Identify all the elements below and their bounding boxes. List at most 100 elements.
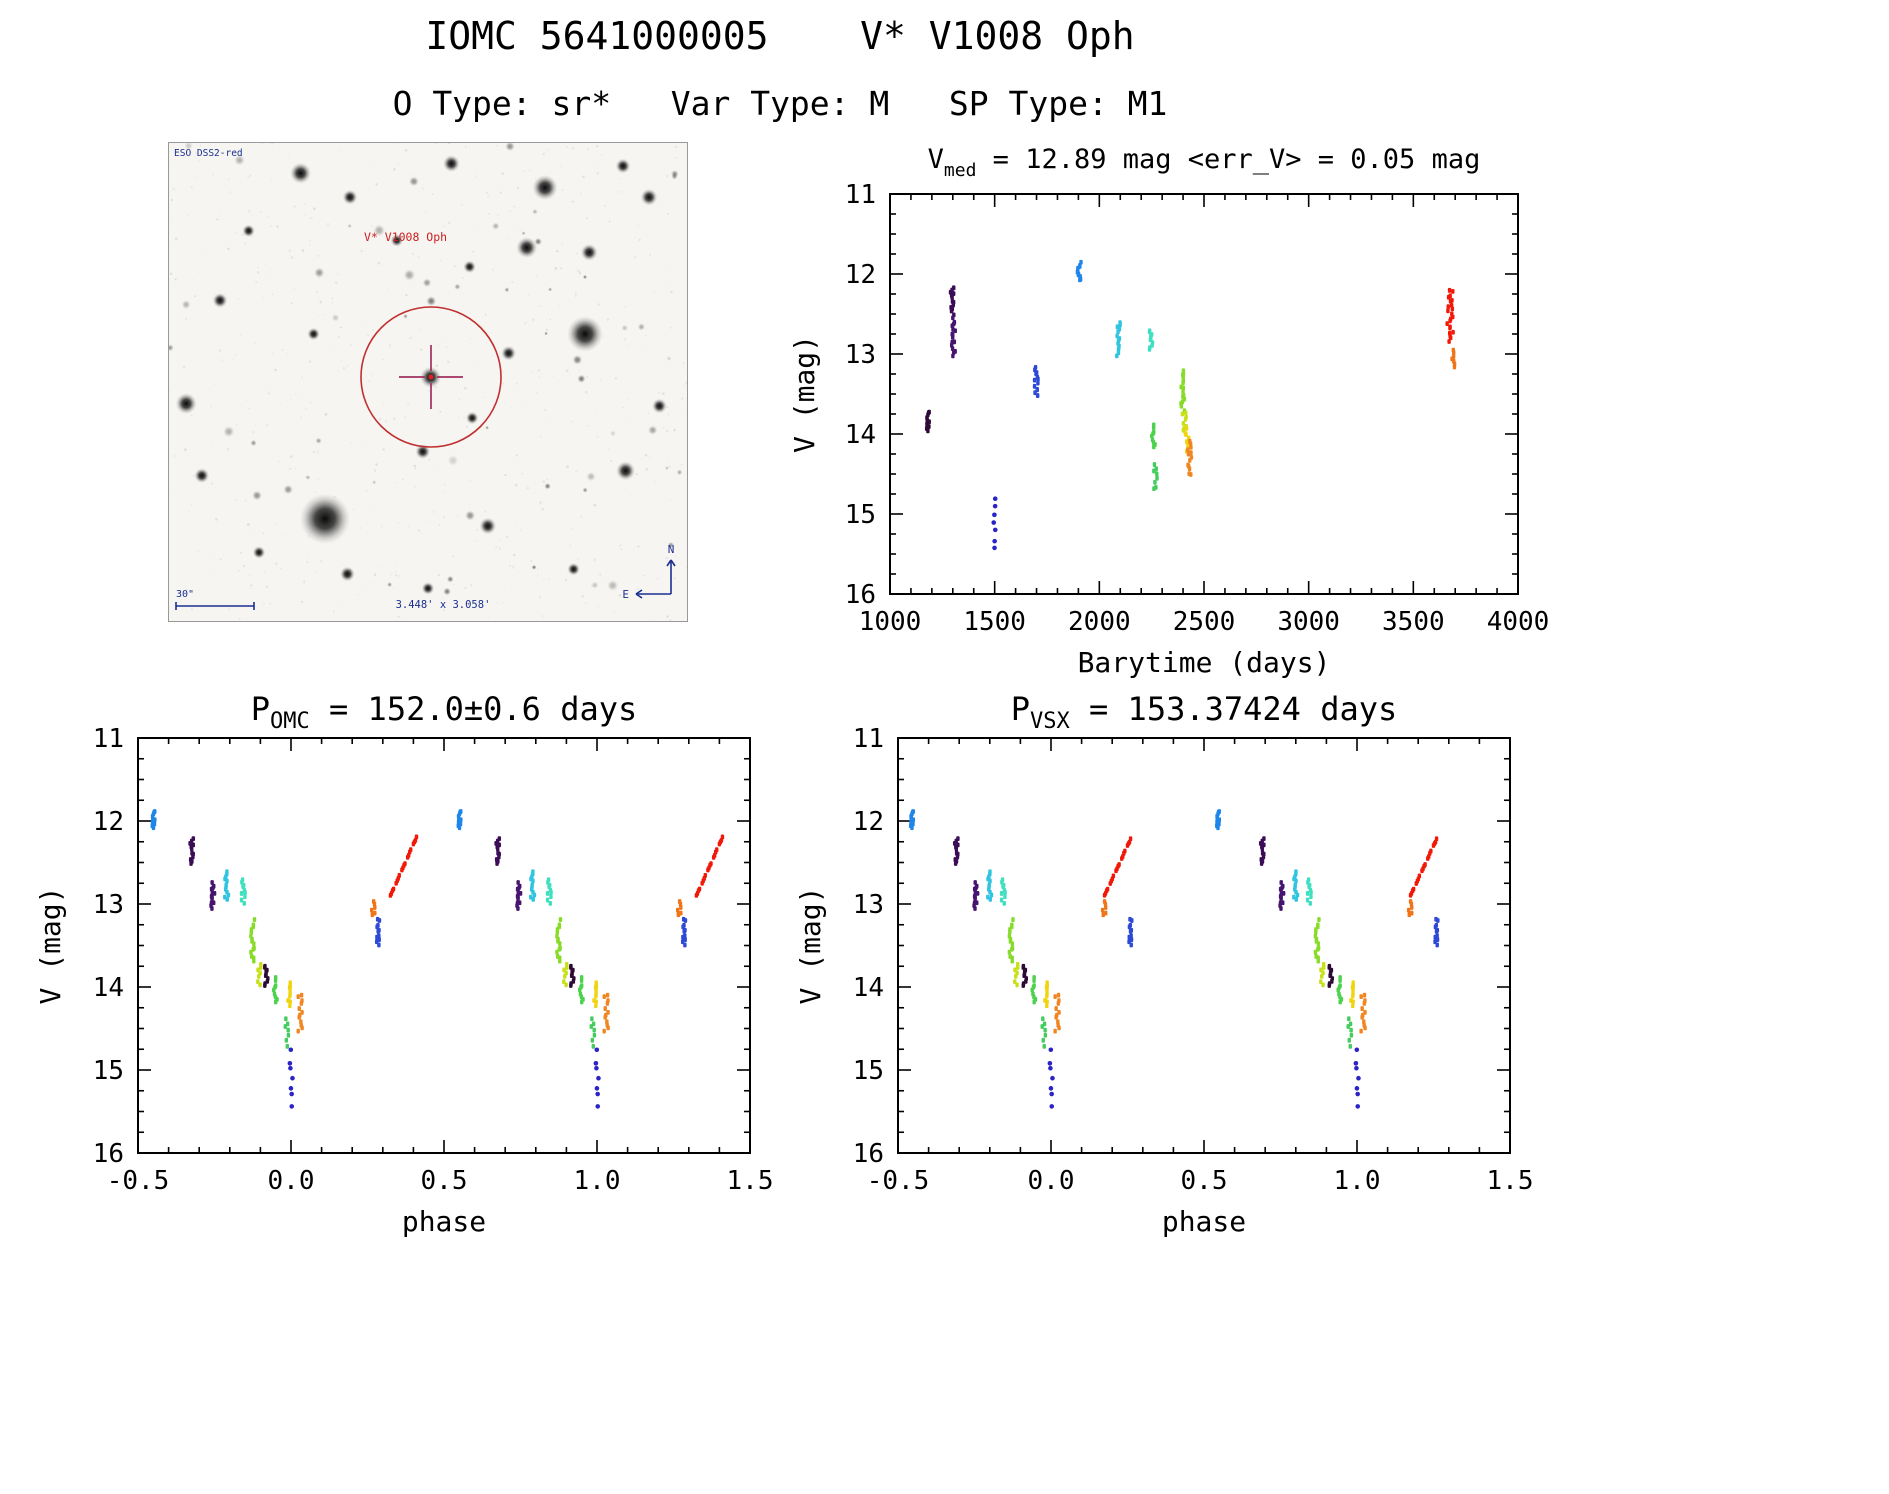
phase_omc-axes: [137, 737, 751, 1154]
phase_vsx-frame: [897, 737, 1511, 1154]
x-tick-label: 2500: [1173, 607, 1236, 637]
x-tick-label: 4000: [1487, 607, 1550, 637]
figure-subtitle: O Type: sr* Var Type: M SP Type: M1: [392, 84, 1168, 123]
y-tick-label: 15: [853, 1056, 884, 1086]
star: [194, 468, 210, 483]
lightcurve-axes: [889, 193, 1519, 595]
star: [212, 293, 228, 308]
compass-north-label: N: [668, 543, 675, 556]
phase_vsx-xlabel: phase: [1162, 1205, 1246, 1238]
target-crosshair-icon: [399, 345, 463, 409]
star: [501, 345, 516, 361]
phase_vsx-axes: [897, 737, 1511, 1154]
scale-label: 30": [176, 589, 194, 600]
star: [516, 237, 538, 259]
y-tick-label: 12: [845, 260, 876, 290]
star: [640, 188, 658, 206]
star: [615, 158, 631, 174]
phase_vsx-data-points: [909, 809, 1440, 1109]
star: [479, 517, 497, 535]
y-tick-label: 16: [853, 1139, 884, 1169]
lightcurve-ylabel: V (mag): [788, 335, 821, 453]
x-tick-label: 1.5: [727, 1166, 774, 1196]
star: [242, 224, 255, 238]
x-tick-label: 3500: [1382, 607, 1445, 637]
star: [580, 244, 598, 261]
x-tick-label: 1000: [859, 607, 922, 637]
x-tick-label: 1.0: [1334, 1166, 1381, 1196]
y-tick-label: 16: [93, 1139, 124, 1169]
finder-chart: ESO DSS2-red V* V1008 Oph 30" 3.448' x 3…: [168, 142, 688, 622]
star: [342, 189, 358, 205]
lightcurve-frame: [889, 193, 1519, 595]
y-tick-label: 12: [853, 807, 884, 837]
fov-label: 3.448' x 3.058': [396, 599, 491, 611]
star: [421, 582, 435, 595]
star: [465, 411, 479, 425]
x-tick-label: 2000: [1068, 607, 1131, 637]
y-tick-label: 11: [845, 180, 876, 210]
compass-east-label: E: [622, 588, 629, 601]
y-tick-label: 16: [845, 580, 876, 610]
star: [616, 461, 636, 481]
y-tick-label: 14: [853, 973, 884, 1003]
star: [463, 260, 476, 274]
star: [390, 234, 404, 247]
x-tick-label: 0.0: [1028, 1166, 1075, 1196]
lightcurve-data-points: [924, 259, 1457, 551]
phase-vsx-chart: -0.5 0.0 0.5 1.0 1.5 11 12 13 14 15 16 phase V (mag)…: [794, 690, 1534, 1238]
phase_omc-frame: [137, 737, 751, 1154]
y-tick-label: 13: [93, 890, 124, 920]
x-tick-label: 0.5: [421, 1166, 468, 1196]
y-tick-label: 11: [853, 724, 884, 754]
star: [443, 155, 460, 172]
lightcurve-xlabel: Barytime (days): [1078, 646, 1331, 679]
star: [532, 175, 558, 201]
phase_omc-data-points: [150, 809, 725, 1109]
finder-target-label: V* V1008 Oph: [364, 230, 447, 244]
phase_omc-ylabel: V (mag): [34, 886, 67, 1004]
x-tick-label: 1.5: [1487, 1166, 1534, 1196]
star: [175, 393, 197, 415]
x-tick-label: 1500: [963, 607, 1026, 637]
finder-image: ESO DSS2-red V* V1008 Oph 30" 3.448' x 3…: [168, 142, 688, 622]
star: [415, 444, 431, 459]
star: [567, 562, 580, 576]
x-tick-label: -0.5: [107, 1166, 170, 1196]
star-field: [168, 142, 688, 622]
star: [652, 398, 667, 414]
lightcurve-title: Vmed = 12.89 mag <err_V> = 0.05 mag: [928, 144, 1481, 181]
x-tick-label: 1.0: [574, 1166, 621, 1196]
y-tick-label: 13: [853, 890, 884, 920]
star: [290, 162, 312, 184]
star: [340, 566, 355, 582]
finder-border: [168, 142, 688, 622]
lightcurve-chart: 1000 1500 2000 2500 3000 3500 4000 11 12 13 14 15 16…: [788, 144, 1550, 679]
phase-omc-chart: -0.5 0.0 0.5 1.0 1.5 11 12 13 14 15 16 phase V (mag)…: [34, 690, 774, 1238]
scale-bar: [175, 602, 255, 610]
survey-label: ESO DSS2-red: [174, 148, 243, 159]
y-tick-label: 13: [845, 340, 876, 370]
star: [307, 327, 320, 341]
star: [299, 493, 351, 544]
target-marker-circle: [360, 306, 502, 448]
phase_vsx-title: PVSX = 153.37424 days: [1011, 690, 1398, 734]
compass-icon: N E: [622, 543, 676, 601]
phase_omc-title: POMC = 152.0±0.6 days: [251, 690, 638, 734]
figure-title: IOMC 5641000005 V* V1008 Oph: [425, 14, 1135, 58]
star: [567, 316, 603, 352]
phase_omc-xlabel: phase: [402, 1205, 486, 1238]
x-tick-label: 0.5: [1181, 1166, 1228, 1196]
y-tick-label: 11: [93, 724, 124, 754]
x-tick-label: 3000: [1277, 607, 1340, 637]
phase_vsx-ylabel: V (mag): [794, 886, 827, 1004]
y-tick-label: 15: [845, 500, 876, 530]
x-tick-label: -0.5: [867, 1166, 930, 1196]
y-tick-label: 12: [93, 807, 124, 837]
star: [252, 546, 266, 559]
y-tick-label: 14: [93, 973, 124, 1003]
x-tick-label: 0.0: [268, 1166, 315, 1196]
y-tick-label: 14: [845, 420, 876, 450]
y-tick-label: 15: [93, 1056, 124, 1086]
